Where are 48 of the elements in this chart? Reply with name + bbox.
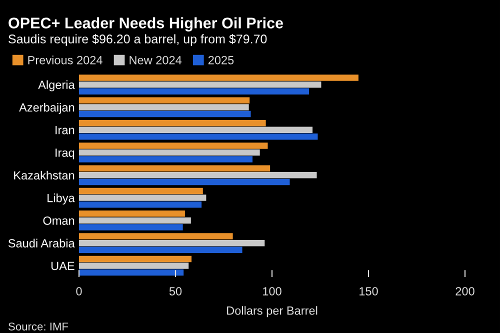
y-tick-label: Oman: [43, 216, 74, 225]
bar: [79, 165, 270, 172]
bar: [79, 97, 250, 104]
x-tick-label: 0: [76, 287, 82, 296]
y-tick-label: Kazakhstan: [14, 170, 74, 180]
bar: [79, 256, 192, 262]
bar: [79, 120, 266, 126]
bar: [79, 262, 189, 269]
bar: [79, 269, 184, 276]
bar: [79, 246, 242, 254]
y-tick-label: Iran: [56, 126, 74, 134]
source-note: Source: IMF: [8, 322, 68, 330]
y-tick-label: UAE: [51, 262, 74, 270]
bar: [79, 110, 251, 118]
y-tick-label: Azerbaijan: [19, 102, 74, 114]
x-tick-label: 100: [263, 287, 282, 296]
x-tick-label: 150: [360, 287, 378, 296]
bar: [79, 142, 268, 149]
bar: [79, 217, 191, 224]
bar: [79, 210, 185, 217]
bar: [79, 88, 310, 94]
bar: [79, 172, 317, 178]
bar: [79, 74, 358, 81]
y-tick-label: Iraq: [56, 148, 74, 160]
bar: [79, 240, 265, 246]
x-tick-label: 200: [456, 287, 474, 296]
bar: [79, 233, 233, 240]
bar: [79, 126, 313, 133]
legend-label: New 2024: [130, 56, 182, 64]
x-tick-label: 50: [169, 287, 182, 296]
x-axis-title: Dollars per Barrel: [227, 306, 318, 318]
bar: [79, 149, 260, 156]
y-tick-label: Saudi Arabia: [8, 238, 75, 248]
y-tick-label: Algeria: [38, 80, 75, 92]
legend-label: Previous 2024: [28, 56, 102, 64]
bar: [79, 201, 202, 208]
bar: [79, 194, 206, 201]
bar: [79, 156, 253, 162]
bar: [79, 188, 203, 194]
y-tick-label: Libya: [48, 194, 75, 205]
bar: [79, 134, 318, 140]
bar: [79, 81, 322, 88]
bar: [79, 104, 249, 110]
bar: [79, 178, 290, 186]
chart-title: OPEC+ Leader Needs Higher Oil Price: [8, 17, 284, 32]
legend-label: 2025: [208, 56, 234, 64]
bar: [79, 224, 183, 230]
chart-subtitle: Saudis require $96.20 a barrel, up from $79.70: [8, 34, 267, 46]
